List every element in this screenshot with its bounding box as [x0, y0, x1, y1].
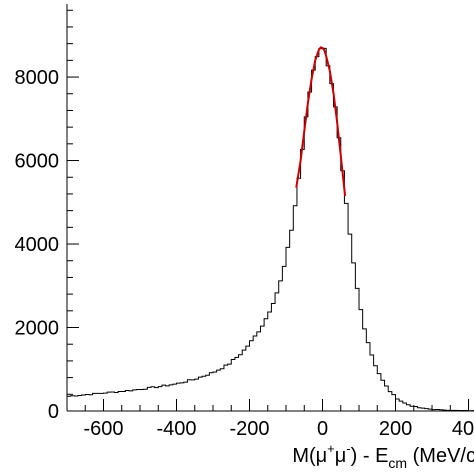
y-tick-label: 4000: [15, 234, 60, 256]
y-tick-label: 0: [48, 401, 59, 423]
x-tick-label: 200: [379, 418, 412, 440]
y-tick-label: 8000: [15, 67, 60, 89]
fit-curve: [295, 46, 347, 197]
histogram-series: [67, 47, 474, 412]
x-tick-label: 0: [317, 418, 328, 440]
histogram-steps: [67, 47, 474, 412]
x-tick-label: -400: [156, 418, 196, 440]
x-tick-label: -600: [83, 418, 123, 440]
y-tick-label: 2000: [15, 318, 60, 340]
plot-frame: [66, 4, 474, 412]
y-axis-ticks: 0 2000 4000 6000 8000: [15, 9, 79, 423]
y-tick-label: 6000: [15, 151, 60, 173]
fit-curve-series: [295, 46, 347, 197]
x-tick-label: 400: [452, 418, 474, 440]
x-axis-title: M(μ+μ-) - Ecm (MeV/c: [292, 441, 474, 471]
x-axis-ticks: -600 -400 -200 0 200 400: [66, 399, 474, 440]
x-tick-label: -200: [229, 418, 269, 440]
